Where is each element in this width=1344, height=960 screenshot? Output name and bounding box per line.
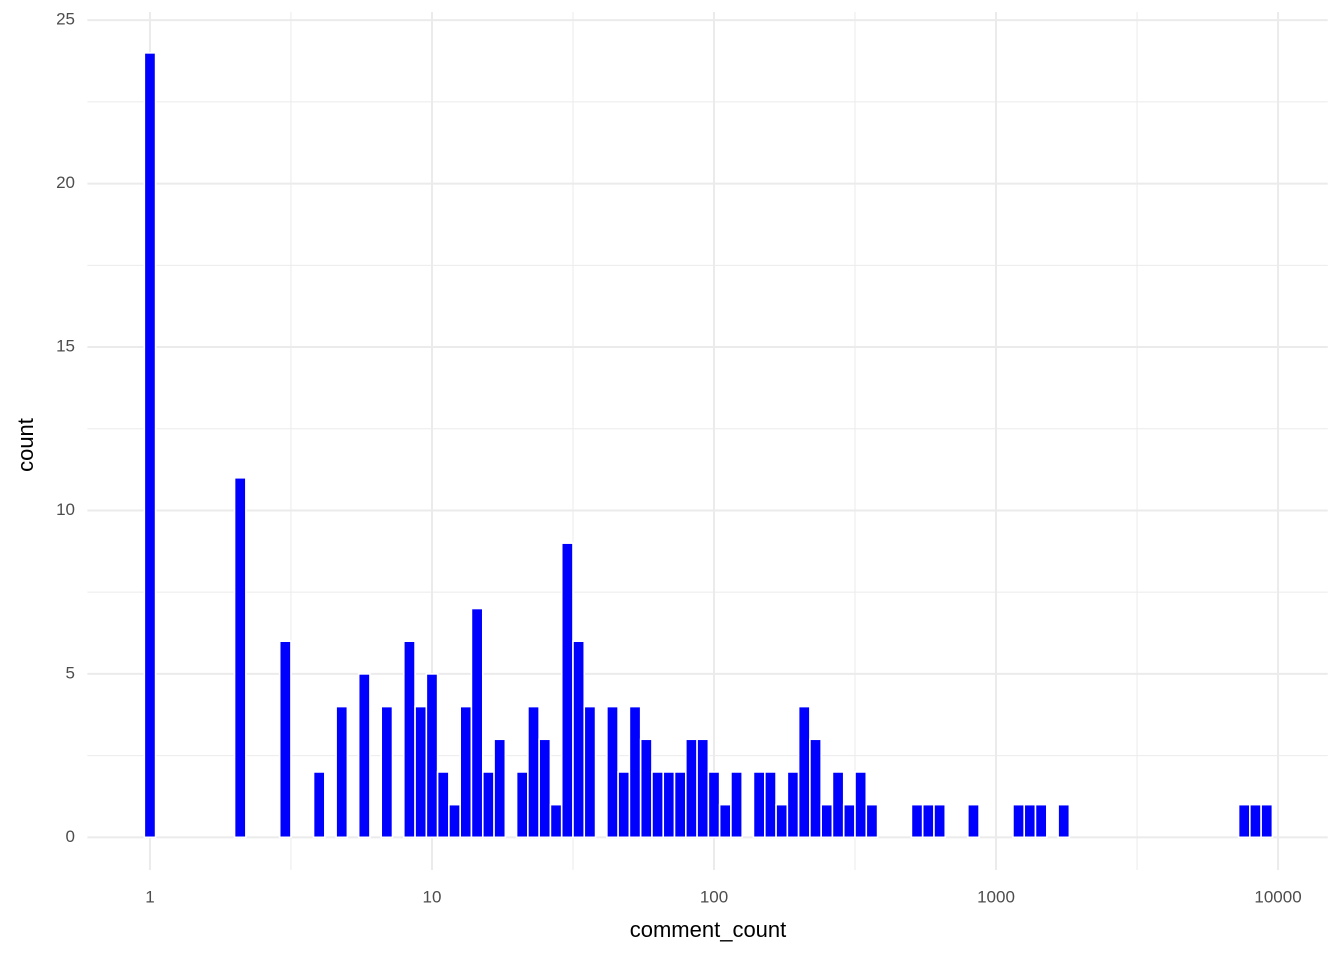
bar (820, 803, 834, 839)
bar (797, 705, 811, 839)
bar (233, 476, 247, 839)
bar (1260, 803, 1274, 839)
bar (402, 640, 416, 839)
bar (921, 803, 935, 839)
bar (865, 803, 879, 839)
x-tick-label: 10000 (1254, 887, 1301, 906)
bar (1237, 803, 1251, 839)
bar (628, 705, 642, 839)
y-tick-label: 25 (56, 10, 75, 29)
bar (730, 771, 744, 839)
bar (651, 771, 665, 839)
bar (786, 771, 800, 839)
bar (662, 771, 676, 839)
bar (335, 705, 349, 839)
bar (436, 771, 450, 839)
x-tick-label: 100 (700, 887, 728, 906)
bar (842, 803, 856, 839)
bar (775, 803, 789, 839)
bar (527, 705, 540, 839)
y-tick-label: 15 (56, 337, 75, 356)
bar (278, 640, 292, 839)
bar (425, 673, 439, 839)
y-axis-title: count (13, 418, 38, 472)
bar (560, 542, 574, 839)
x-tick-label: 10 (423, 887, 442, 906)
bar (639, 738, 653, 839)
bar (143, 52, 157, 839)
y-tick-label: 10 (56, 500, 75, 519)
bar (606, 705, 619, 839)
bar (572, 640, 586, 839)
bar (718, 803, 732, 839)
bar (1249, 803, 1262, 839)
y-tick-label: 0 (66, 827, 75, 846)
bar (583, 705, 597, 839)
bar (933, 803, 947, 839)
bar (549, 803, 563, 839)
bar (967, 803, 980, 839)
bar (809, 738, 822, 839)
bar (1023, 803, 1037, 839)
bar (538, 738, 552, 839)
y-tick-label: 20 (56, 173, 75, 192)
bar (515, 771, 529, 839)
bar (380, 705, 394, 839)
bar (1057, 803, 1071, 839)
bar (1012, 803, 1026, 839)
bar (1034, 803, 1048, 839)
x-tick-label: 1000 (977, 887, 1015, 906)
bar (673, 771, 687, 839)
bar (470, 607, 484, 839)
bar (617, 771, 631, 839)
x-axis-title: comment_count (630, 917, 787, 942)
bar (357, 673, 371, 839)
bar (752, 771, 766, 839)
bar (684, 738, 698, 839)
bar (910, 803, 924, 839)
bar (854, 771, 868, 839)
bar (414, 705, 428, 839)
bar (448, 803, 461, 839)
bar (312, 771, 326, 839)
bar (481, 771, 495, 839)
bar (764, 771, 777, 839)
bar (707, 771, 721, 839)
y-tick-label: 5 (66, 663, 75, 682)
bar (459, 705, 473, 839)
bar (696, 738, 710, 839)
bar (831, 771, 845, 839)
bar (493, 738, 507, 839)
x-tick-label: 1 (145, 887, 154, 906)
